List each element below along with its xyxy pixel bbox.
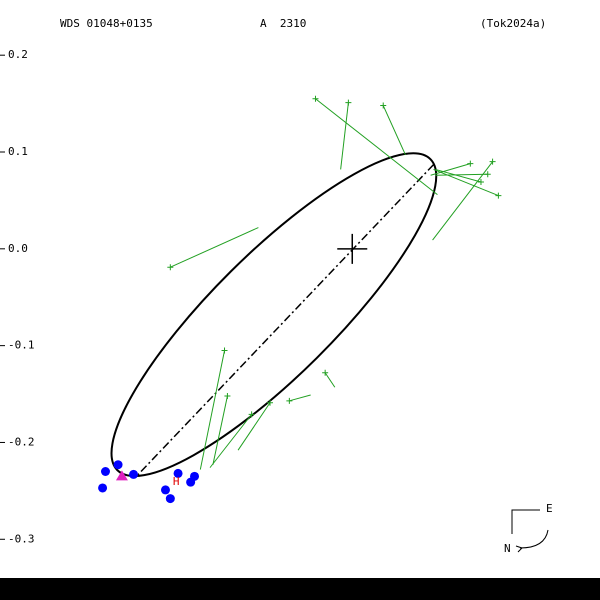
y-tick-label: -0.3 <box>8 532 35 545</box>
chart-subtitle: A 2310 <box>260 17 306 30</box>
primary-star <box>337 233 368 264</box>
observation-marker <box>221 347 228 354</box>
residual-line <box>430 163 471 176</box>
residual-line <box>212 395 228 465</box>
observation-marker <box>380 102 387 109</box>
residual-line <box>382 105 406 156</box>
observation-marker <box>286 397 293 404</box>
speckle-point <box>160 485 170 495</box>
residual-line <box>433 168 499 197</box>
observation-marker <box>267 399 273 406</box>
observation-marker <box>322 369 329 376</box>
speckle-point <box>165 494 175 504</box>
residual-line <box>435 168 482 183</box>
residual-line <box>435 173 488 176</box>
observation-marker <box>477 179 484 186</box>
compass-arrow <box>519 529 549 549</box>
speckle-point <box>113 460 123 470</box>
residual-line <box>209 414 253 468</box>
residual-line <box>289 394 311 402</box>
speckle-point <box>100 467 110 477</box>
residual-line <box>315 98 438 195</box>
residual-line <box>340 102 349 170</box>
orbit-ellipse <box>110 152 438 478</box>
y-tick-label: -0.2 <box>8 435 35 448</box>
compass-east-arm <box>511 509 540 534</box>
residual-line <box>324 372 336 388</box>
speckle-point <box>129 469 139 479</box>
y-tick-label: -0.1 <box>8 339 35 352</box>
residual-line <box>199 350 226 470</box>
observation-marker <box>345 99 352 106</box>
periastron-marker: H <box>173 475 180 488</box>
observation-marker <box>312 95 319 102</box>
compass-north: N <box>504 542 511 555</box>
chart-title: WDS 01048+0135 <box>60 17 153 30</box>
observation-marker <box>495 192 502 199</box>
reference: (Tok2024a) <box>480 17 546 30</box>
observation-marker <box>484 171 491 178</box>
compass-arrowhead <box>515 545 523 553</box>
residual-line <box>170 227 259 268</box>
y-tick-label: 0.2 <box>8 48 28 61</box>
observation-marker <box>248 411 255 418</box>
footer-band <box>0 578 600 600</box>
speckle-point <box>98 483 108 493</box>
speckle-point <box>173 468 183 478</box>
observation-marker <box>467 160 474 167</box>
speckle-point <box>190 471 200 481</box>
first-observation <box>115 470 128 481</box>
compass-east: E <box>546 502 553 515</box>
residual-line <box>237 402 271 451</box>
y-tick-label: 0.1 <box>8 145 28 158</box>
y-tick-label: 0.0 <box>8 242 28 255</box>
observation-marker <box>224 392 231 399</box>
observation-marker <box>489 158 496 165</box>
observation-marker <box>167 264 174 271</box>
